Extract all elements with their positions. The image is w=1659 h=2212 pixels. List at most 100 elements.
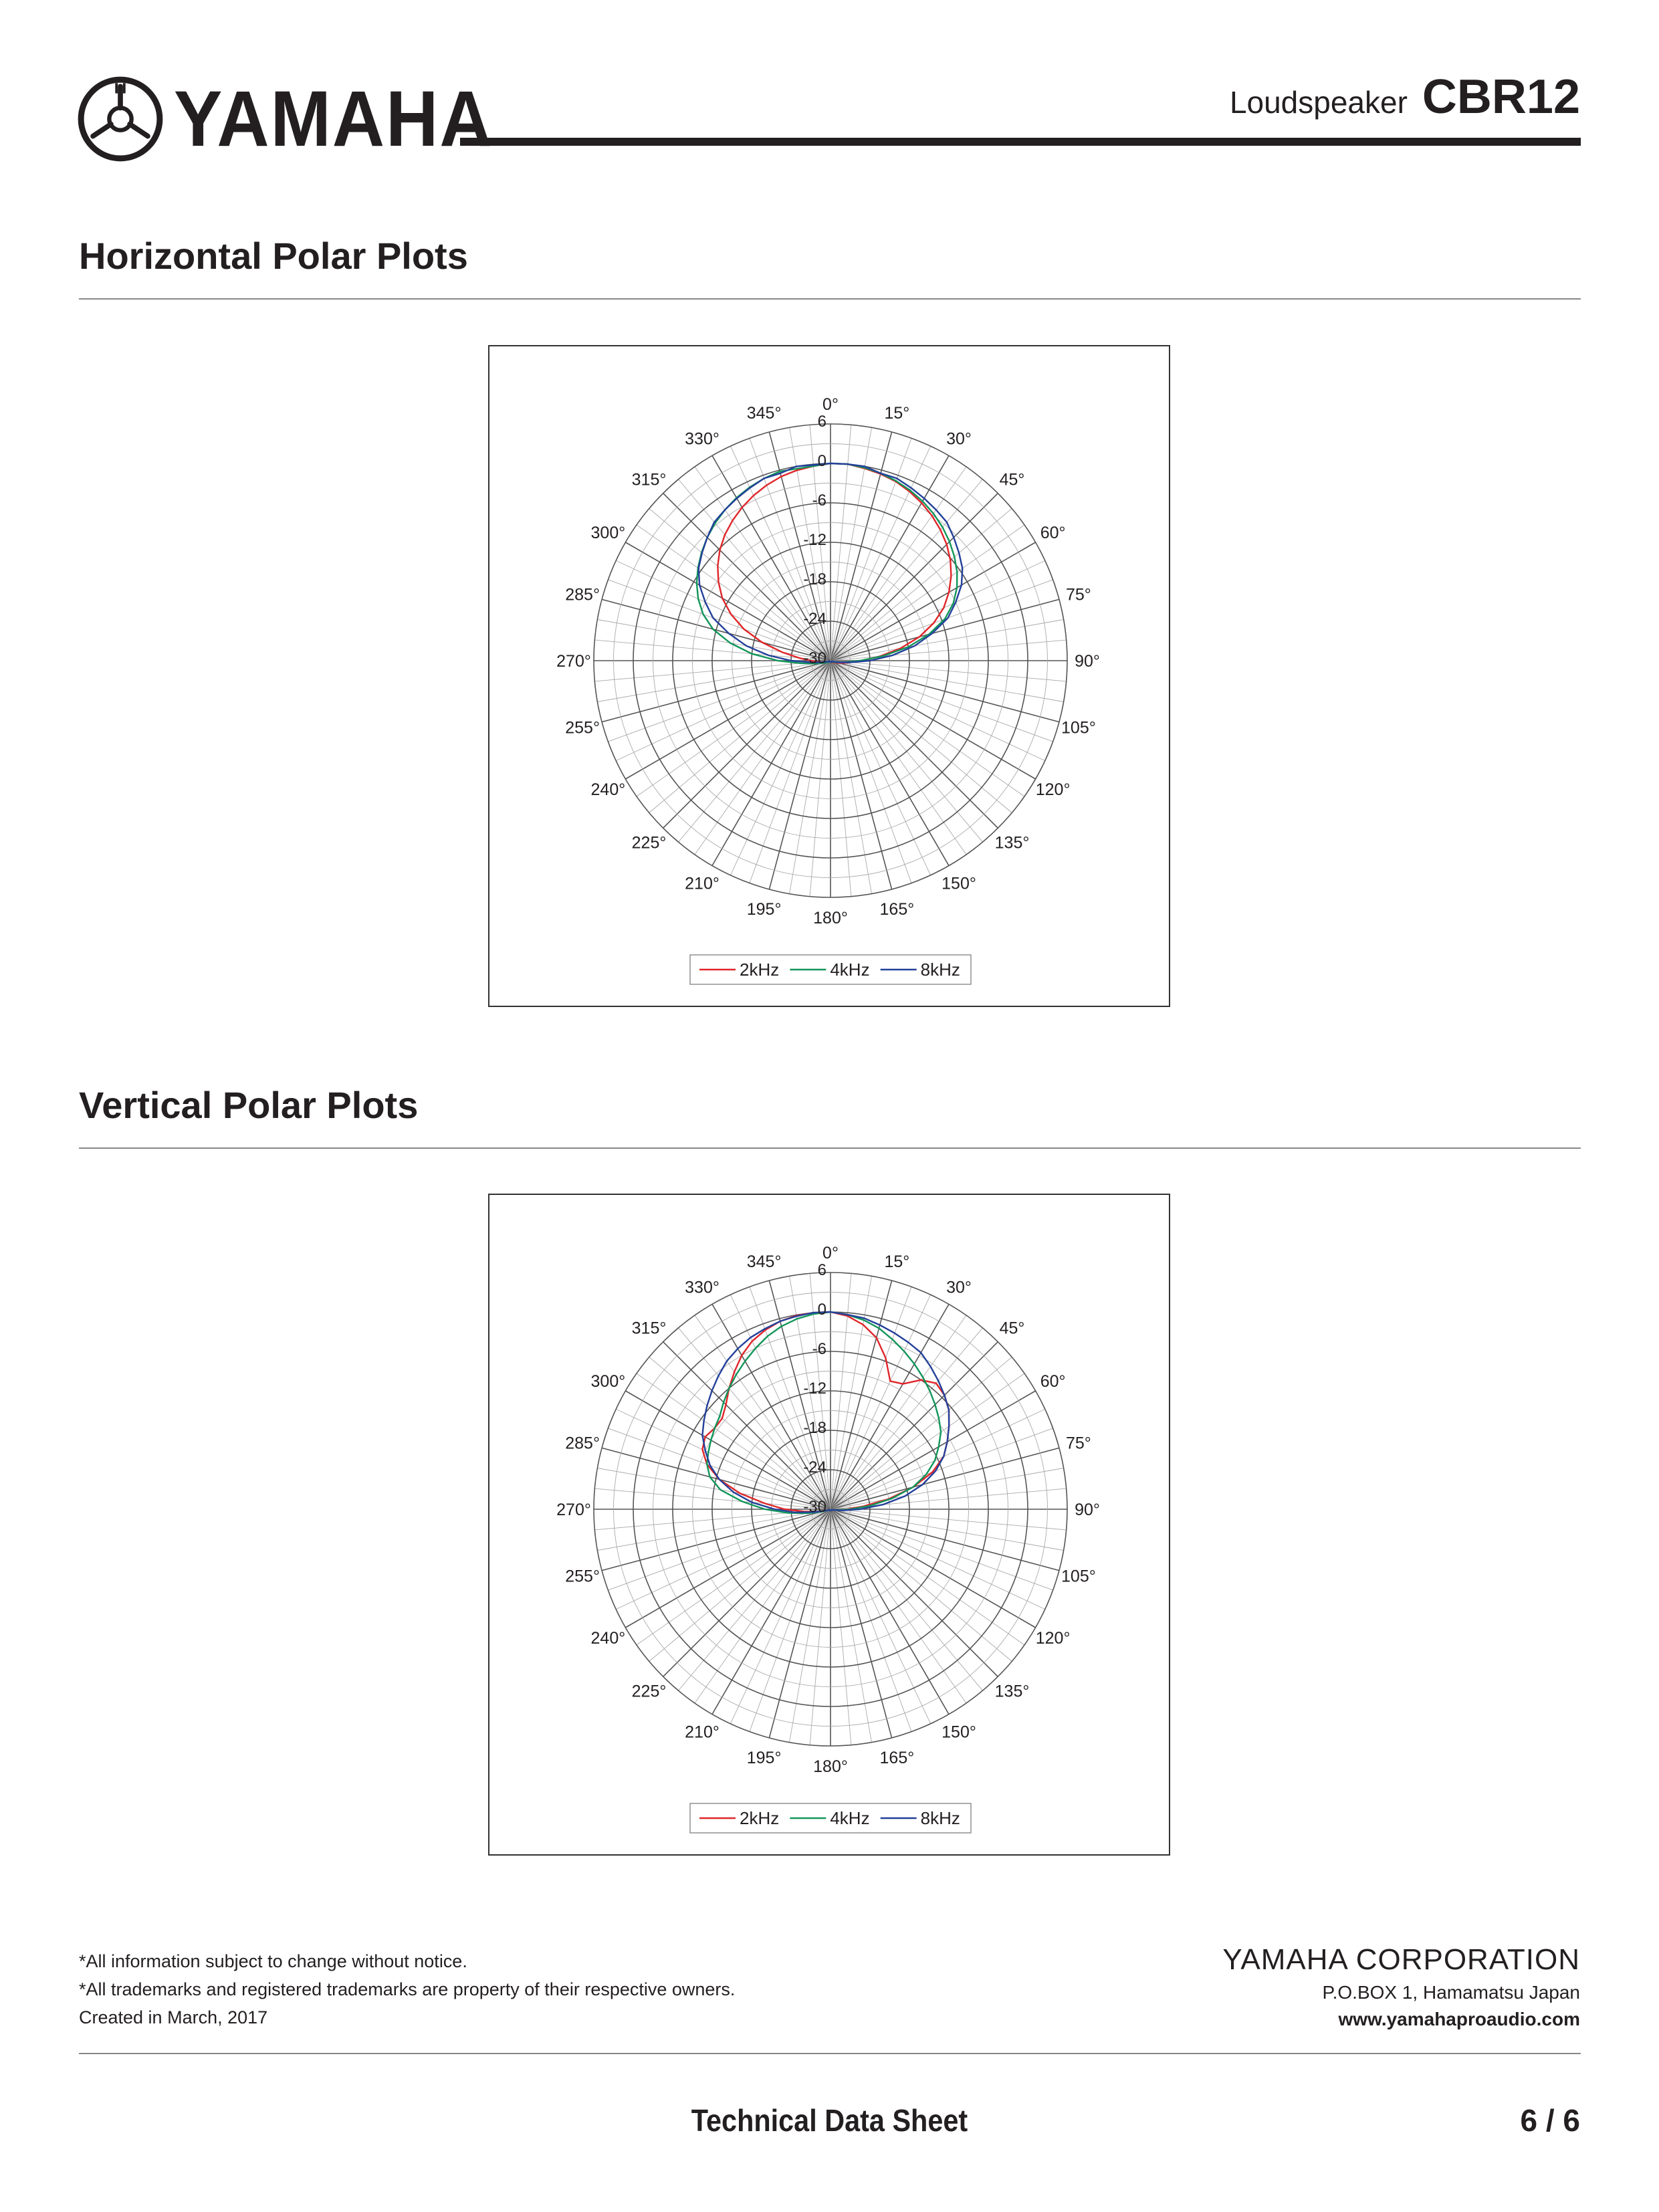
polar-grid xyxy=(593,423,1068,898)
legend-label-8kHz: 8kHz xyxy=(921,1808,960,1828)
document-title: Technical Data Sheet xyxy=(691,2103,968,2138)
horizontal-polar-chart: 0° 15° 30° 45° 60° 75° 90° 105° 120° 135° 150° 165°… xyxy=(488,345,1170,1007)
tuning-fork-emblem-icon xyxy=(78,76,163,162)
radial-tick-label: -18 xyxy=(803,570,826,588)
angle-tick-label: 120° xyxy=(1036,1629,1071,1648)
angle-tick-label: 105° xyxy=(1061,718,1096,737)
series-line-8kHz xyxy=(697,462,964,663)
radial-tick-label: -18 xyxy=(803,1419,826,1437)
brand-wordmark: YAMAHA xyxy=(174,75,493,163)
section-title-horizontal: Horizontal Polar Plots xyxy=(79,235,468,277)
polar-grid xyxy=(593,1272,1068,1747)
corporation-block: YAMAHA CORPORATION P.O.BOX 1, Hamamatsu … xyxy=(1222,1943,1580,2030)
product-heading: Loudspeaker CBR12 xyxy=(1230,70,1580,124)
angle-tick-label: 135° xyxy=(995,834,1030,853)
footer-note: *All trademarks and registered trademark… xyxy=(79,1979,736,1999)
header-rule xyxy=(460,138,1581,146)
angle-tick-label: 180° xyxy=(813,1757,848,1776)
minor-ring xyxy=(613,1292,1048,1727)
angle-tick-label: 330° xyxy=(685,1278,720,1297)
angle-tick-label: 15° xyxy=(884,404,909,423)
legend-box xyxy=(689,1803,972,1834)
minor-ring xyxy=(613,443,1048,878)
section-rule xyxy=(79,1147,1581,1149)
angle-tick-label: 105° xyxy=(1061,1567,1096,1585)
radial-tick-label: -24 xyxy=(803,610,826,628)
radial-tick-label: -24 xyxy=(803,1458,826,1476)
footer-rule xyxy=(79,2053,1581,2054)
angle-tick-label: 30° xyxy=(946,1278,972,1297)
angle-tick-label: 255° xyxy=(565,718,600,737)
angle-tick-label: 210° xyxy=(685,875,720,893)
horizontal-polar-plot: 0° 15° 30° 45° 60° 75° 90° 105° 120° 135° 150° 165°… xyxy=(556,395,1100,985)
angle-tick-label: 150° xyxy=(942,1723,976,1742)
angle-tick-label: 0° xyxy=(822,395,839,414)
angle-tick-label: 75° xyxy=(1066,586,1091,604)
angle-tick-label: 300° xyxy=(591,524,626,542)
angle-tick-label: 345° xyxy=(747,404,782,423)
yamaha-logo: YAMAHA xyxy=(78,76,521,162)
radial-tick-label: -12 xyxy=(803,1379,826,1398)
minor-ring xyxy=(653,1331,1008,1687)
angle-tick-label: 30° xyxy=(946,429,972,448)
section-rule xyxy=(79,298,1581,300)
angle-tick-label: 15° xyxy=(884,1252,909,1271)
series-line-8kHz xyxy=(701,1311,950,1513)
angle-tick-label: 240° xyxy=(591,780,626,799)
radial-tick-label: -30 xyxy=(803,649,826,667)
major-ring xyxy=(711,1390,950,1628)
radial-tick-label: -12 xyxy=(803,531,826,549)
angle-tick-label: 90° xyxy=(1075,652,1100,671)
chart-legend: 2kHz 4kHz 8kHz xyxy=(689,1803,972,1834)
minor-ring xyxy=(771,1450,890,1569)
angle-tick-label: 345° xyxy=(747,1252,782,1271)
angle-tick-label: 285° xyxy=(565,586,600,604)
angle-tick-label: 210° xyxy=(685,1723,720,1742)
legend-label-8kHz: 8kHz xyxy=(921,960,960,980)
vertical-polar-chart: 0° 15° 30° 45° 60° 75° 90° 105° 120° 135° 150° 165°… xyxy=(488,1194,1170,1856)
angle-tick-label: 315° xyxy=(632,471,667,489)
angle-tick-label: 90° xyxy=(1075,1501,1100,1519)
corporation-address: P.O.BOX 1, Hamamatsu Japan xyxy=(1322,1982,1580,2003)
radial-tick-label: 6 xyxy=(818,1261,826,1279)
section-title-vertical: Vertical Polar Plots xyxy=(79,1084,419,1126)
vertical-polar-plot: 0° 15° 30° 45° 60° 75° 90° 105° 120° 135° 150° 165°… xyxy=(556,1244,1100,1834)
angle-tick-label: 315° xyxy=(632,1319,667,1338)
radial-tick-label: 6 xyxy=(818,413,826,431)
corporation-url[interactable]: www.yamahaproaudio.com xyxy=(1338,2009,1580,2029)
radial-tick-label: -30 xyxy=(803,1498,826,1516)
legend-box xyxy=(689,954,972,985)
angle-tick-label: 300° xyxy=(591,1372,626,1391)
angle-tick-label: 285° xyxy=(565,1434,600,1453)
angle-tick-label: 45° xyxy=(1000,471,1025,489)
angle-tick-label: 225° xyxy=(632,1682,667,1701)
angle-tick-label: 270° xyxy=(556,652,591,671)
legend-label-2kHz: 2kHz xyxy=(740,960,779,980)
footer-notes: *All information subject to change witho… xyxy=(79,1947,735,2031)
major-ring xyxy=(593,423,1068,898)
angle-tick-label: 165° xyxy=(880,1749,915,1767)
radial-tick-label: -6 xyxy=(812,1340,826,1358)
major-ring xyxy=(751,581,910,740)
angle-tick-label: 60° xyxy=(1040,1372,1066,1391)
major-ring xyxy=(672,502,989,819)
footer-note: Created in March, 2017 xyxy=(79,2007,268,2027)
radial-tick-label: -6 xyxy=(812,491,826,510)
angle-tick-label: 120° xyxy=(1036,780,1071,799)
angle-tick-label: 270° xyxy=(556,1501,591,1519)
minor-ring xyxy=(653,483,1008,839)
minor-ring xyxy=(692,522,969,799)
radial-tick-label: 0 xyxy=(818,1301,826,1319)
major-ring xyxy=(593,1272,1068,1747)
footer-note: *All information subject to change witho… xyxy=(79,1951,467,1971)
corporation-name: YAMAHA CORPORATION xyxy=(1222,1943,1580,1976)
angle-tick-label: 240° xyxy=(591,1629,626,1648)
angle-tick-label: 150° xyxy=(942,875,976,893)
product-model: CBR12 xyxy=(1422,70,1580,124)
chart-legend: 2kHz 4kHz 8kHz xyxy=(689,954,972,985)
minor-ring xyxy=(771,601,890,720)
legend-label-2kHz: 2kHz xyxy=(740,1808,779,1828)
angle-tick-label: 60° xyxy=(1040,524,1066,542)
angle-tick-label: 255° xyxy=(565,1567,600,1585)
minor-ring xyxy=(732,562,929,760)
